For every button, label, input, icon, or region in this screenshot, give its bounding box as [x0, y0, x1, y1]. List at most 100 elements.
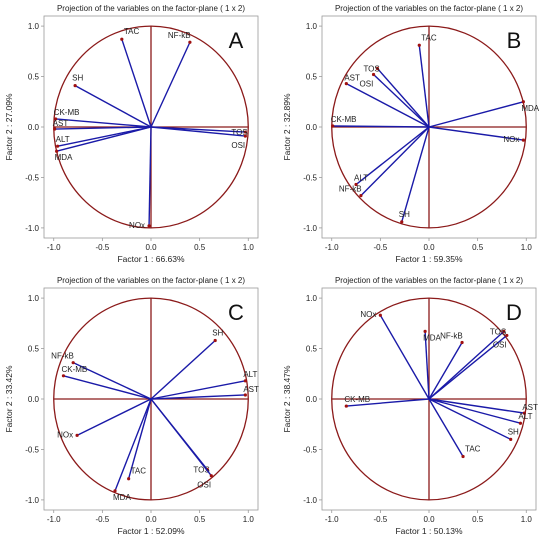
loading-point-nox	[378, 313, 382, 317]
y-axis-label: Factor 2 : 27.09%	[4, 93, 14, 161]
x-tick-label: -1.0	[325, 515, 339, 524]
point-label-tos: TOS	[231, 128, 247, 137]
x-tick-label: 0.5	[472, 515, 484, 524]
loading-vector-tac	[428, 398, 464, 457]
loading-point-mda	[521, 100, 525, 104]
panel-letter: A	[229, 28, 244, 53]
y-tick-label: 0.0	[306, 395, 318, 404]
loading-point-mda	[113, 489, 117, 493]
x-tick-label: 0.0	[423, 515, 435, 524]
loading-vector-alt	[355, 126, 430, 186]
point-label-nox: NOx	[57, 430, 73, 439]
loading-point-osi	[371, 72, 376, 77]
loading-vector-ck-mb	[55, 118, 152, 128]
loading-vector-ast	[345, 82, 430, 128]
panel-letter: B	[507, 28, 522, 53]
loading-vector-ast	[54, 126, 152, 130]
y-tick-label: 1.0	[306, 22, 318, 31]
loading-vector-nox	[148, 126, 152, 226]
loading-point-alt	[518, 421, 523, 425]
loading-vector-alt	[428, 398, 521, 424]
point-label-nox: NOx	[503, 135, 519, 144]
point-label-ast: AST	[344, 74, 360, 83]
x-tick-label: -0.5	[95, 243, 109, 252]
loading-point-ast	[243, 393, 247, 397]
loading-vector-nf-kb	[360, 126, 430, 197]
point-label-ck-mb: CK-MB	[54, 108, 80, 117]
loading-vector-mda	[424, 331, 430, 400]
loading-vector-ck-mb	[332, 125, 430, 128]
x-axis-label: Factor 1 : 59.35%	[395, 254, 463, 264]
x-tick-label: -0.5	[95, 515, 109, 524]
loading-point-nf-kb	[359, 194, 363, 198]
loading-vector-ck-mb	[63, 375, 152, 400]
point-label-osi: OSI	[360, 80, 374, 89]
y-axis-label: Factor 2 : 33.42%	[4, 365, 14, 433]
loading-point-osi	[209, 474, 213, 478]
loading-point-nox	[75, 433, 79, 437]
loading-vector-nf-kb	[150, 41, 191, 128]
loading-point-nf-kb	[460, 340, 464, 345]
loading-point-alt	[354, 182, 358, 187]
x-tick-label: 1.0	[243, 515, 255, 524]
loading-point-tos	[502, 329, 506, 333]
loading-point-tac	[127, 477, 131, 481]
y-tick-label: -1.0	[25, 496, 39, 505]
point-label-alt: ALT	[243, 370, 257, 379]
point-label-tos: TOS	[490, 327, 506, 336]
y-tick-label: 0.5	[306, 345, 318, 354]
y-tick-label: -0.5	[25, 445, 39, 454]
x-tick-label: -0.5	[373, 515, 387, 524]
x-tick-label: 0.5	[194, 243, 206, 252]
x-axis-label: Factor 1 : 50.13%	[395, 526, 463, 536]
loading-vector-osi	[373, 74, 430, 128]
loading-vector-tos	[428, 330, 505, 400]
loading-point-ast	[344, 82, 348, 86]
chart-title: Projection of the variables on the facto…	[57, 276, 245, 285]
y-tick-label: 0.5	[28, 345, 40, 354]
x-axis-label: Factor 1 : 66.63%	[117, 254, 185, 264]
chart-panel-a: Projection of the variables on the facto…	[4, 4, 259, 264]
loading-point-nox	[521, 138, 525, 142]
point-label-nf-kb: NF-kB	[339, 185, 362, 194]
loading-point-tos	[375, 66, 380, 71]
loading-point-ck-mb	[331, 124, 335, 128]
loading-point-osi	[243, 134, 247, 138]
chart-title: Projection of the variables on the facto…	[335, 276, 523, 285]
loading-vector-osi	[428, 334, 508, 400]
chart-title: Projection of the variables on the facto…	[57, 4, 245, 13]
loading-point-mda	[55, 149, 59, 153]
point-label-nf-kb: NF-kB	[440, 331, 463, 340]
point-label-ck-mb: CK-MB	[344, 395, 370, 404]
loading-point-sh	[400, 220, 404, 224]
y-tick-label: 0.0	[306, 123, 318, 132]
loading-vector-mda	[114, 398, 152, 492]
point-label-tac: TAC	[124, 27, 140, 36]
x-tick-label: 1.0	[521, 515, 533, 524]
x-tick-label: -1.0	[47, 243, 61, 252]
loading-vector-sh	[74, 85, 152, 128]
loading-vector-alt	[57, 126, 152, 147]
chart-panel-b: Projection of the variables on the facto…	[282, 4, 540, 264]
x-tick-label: 0.0	[145, 243, 157, 252]
loading-point-ck-mb	[54, 117, 58, 121]
y-tick-label: -1.0	[25, 224, 39, 233]
point-label-nf-kb: NF-kB	[168, 31, 191, 40]
loading-vector-nox	[428, 126, 524, 141]
point-label-mda: MDA	[55, 153, 73, 162]
loading-vector-ast	[150, 394, 246, 400]
loading-vector-osi	[150, 126, 246, 137]
loading-vector-nox	[379, 314, 430, 400]
chart-panel-d: Projection of the variables on the facto…	[282, 276, 538, 536]
loading-vector-mda	[428, 101, 524, 128]
loading-point-sh	[509, 437, 513, 441]
x-tick-label: 1.0	[243, 243, 255, 252]
x-tick-label: 0.0	[423, 243, 435, 252]
loading-point-tos	[243, 130, 247, 134]
point-label-nox: NOx	[360, 310, 376, 319]
loading-point-alt	[243, 379, 247, 383]
point-label-sh: SH	[508, 427, 519, 436]
loading-point-ck-mb	[61, 374, 66, 378]
point-label-sh: SH	[72, 74, 83, 83]
